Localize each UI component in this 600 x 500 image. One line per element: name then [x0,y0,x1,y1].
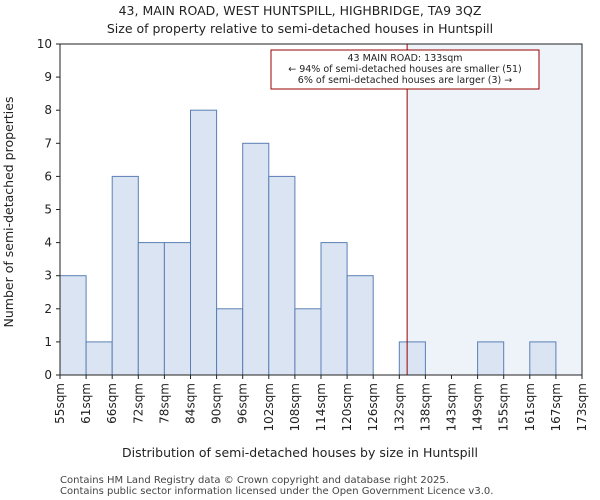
plot-area: 0 1 2 3 4 5 6 7 8 9 10 55sqm 61sqm 66sqm 72sqm 78sqm 84s… [37,37,589,431]
footer-line-1: Contains HM Land Registry data © Crown c… [60,475,449,486]
x-tick-label: 84sqm [184,383,198,424]
x-axis-label: Distribution of semi-detached houses by … [122,445,478,460]
x-tick-label: 55sqm [53,383,67,424]
x-tick-label: 173sqm [575,383,589,431]
bar [137,242,165,376]
y-tick-label: 5 [44,203,52,217]
bar [59,275,87,376]
y-tick-label: 8 [44,103,52,117]
footer-line-2: Contains public sector information licen… [60,486,493,497]
x-tick-label: 61sqm [79,383,93,424]
bar [85,341,113,376]
x-tick-label: 90sqm [210,383,224,424]
y-tick-label: 0 [44,368,52,382]
y-tick-label: 3 [44,269,52,283]
x-tick-label: 155sqm [497,383,511,431]
x-tick-label: 138sqm [418,383,432,431]
larger-region-shading [407,44,582,375]
x-tick-label: 72sqm [131,383,145,424]
bar [477,341,505,376]
bar [320,242,348,376]
x-tick-label: 132sqm [392,383,406,431]
annotation-line-2: ← 94% of semi-detached houses are smalle… [288,64,522,75]
bar [163,242,191,376]
x-tick-label: 96sqm [236,383,250,424]
x-tick-label: 120sqm [340,383,354,431]
y-tick-label: 9 [44,70,52,84]
bar [111,175,139,376]
x-tick-label: 114sqm [314,383,328,431]
y-tick-label: 7 [44,136,52,150]
bar [398,341,426,376]
bar [216,308,244,376]
bar [294,308,322,376]
chart-title: 43, MAIN ROAD, WEST HUNTSPILL, HIGHBRIDG… [119,3,482,18]
bar [346,275,374,376]
bar [242,142,270,376]
bar [529,341,557,376]
x-tick-label: 126sqm [366,383,380,431]
y-tick-label: 4 [44,236,52,250]
annotation-box [270,49,540,90]
x-tick-label: 66sqm [105,383,119,424]
y-tick-label: 2 [44,302,52,316]
y-tick-label: 1 [44,335,52,349]
chart-subtitle: Size of property relative to semi-detach… [107,21,493,36]
x-tick-label: 167sqm [549,383,563,431]
x-tick-label: 108sqm [288,383,302,431]
annotation-line-3: 6% of semi-detached houses are larger (3… [298,75,512,86]
y-tick-label: 6 [44,169,52,183]
x-tick-label: 149sqm [471,383,485,431]
annotation-line-1: 43 MAIN ROAD: 133sqm [347,53,462,64]
bar [268,175,296,376]
x-tick-label: 102sqm [262,383,276,431]
x-tick-label: 161sqm [523,383,537,431]
x-tick-label: 143sqm [445,383,459,431]
x-tick-label: 78sqm [157,383,171,424]
bar [190,109,218,376]
y-tick-label: 10 [37,37,52,51]
y-axis-label: Number of semi-detached properties [1,97,16,328]
